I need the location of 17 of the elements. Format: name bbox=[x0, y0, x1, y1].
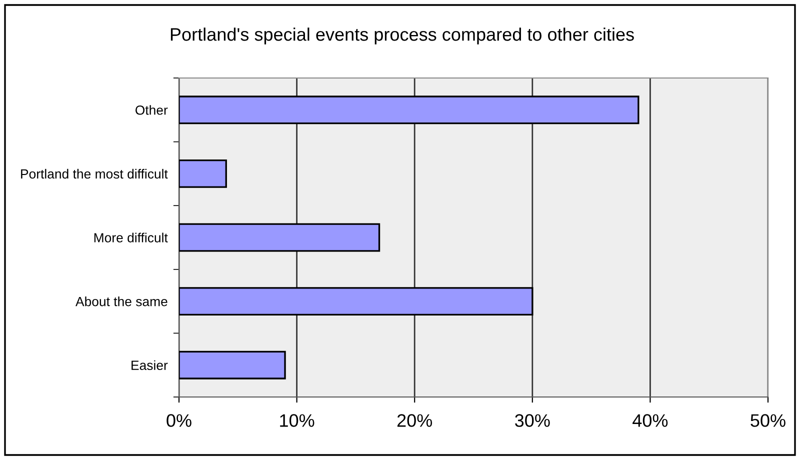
y-tick-label: More difficult bbox=[94, 232, 168, 242]
y-tick-label: Other bbox=[136, 105, 168, 115]
bar bbox=[179, 96, 640, 124]
bar bbox=[179, 223, 380, 252]
bar bbox=[179, 287, 534, 316]
chart-title: Portland's special events process compared to other cities bbox=[170, 28, 634, 44]
y-tick-label: Portland the most difficult bbox=[21, 168, 168, 179]
x-tick-label: 0% bbox=[166, 414, 192, 427]
bar bbox=[179, 350, 286, 380]
x-tick-label: 50% bbox=[750, 414, 786, 427]
x-tick-label: 30% bbox=[515, 414, 550, 427]
bar bbox=[179, 159, 227, 188]
x-tick-label: 40% bbox=[632, 414, 668, 427]
y-tick-label: Easier bbox=[132, 360, 168, 370]
y-tick-label: About the same bbox=[76, 296, 168, 306]
x-tick-label: 20% bbox=[397, 414, 432, 427]
x-tick-label: 10% bbox=[280, 414, 314, 427]
